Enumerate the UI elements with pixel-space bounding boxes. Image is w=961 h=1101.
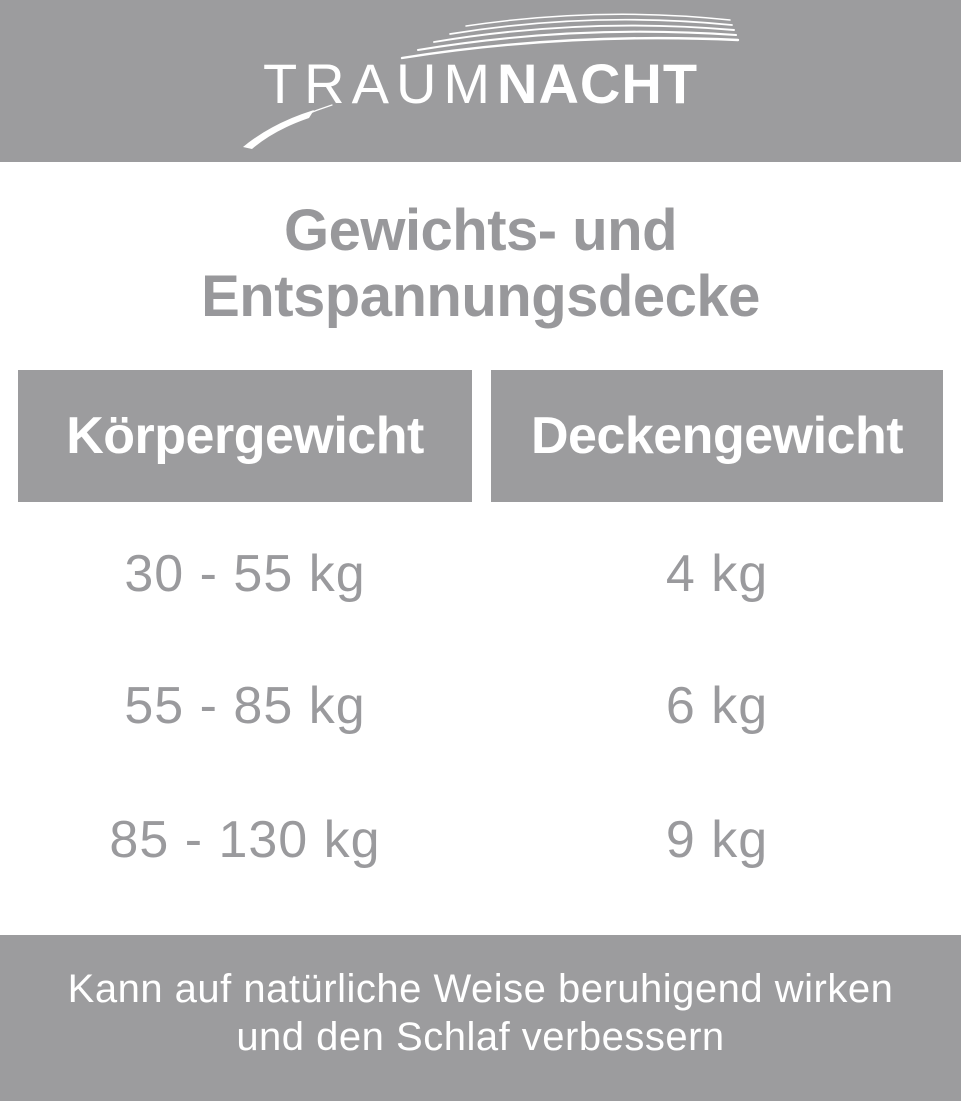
claim-line2: und den Schlaf verbessern xyxy=(236,1015,725,1059)
brand-logo: TRAUMNACHT xyxy=(0,56,961,112)
claim-line1: Kann auf natürliche Weise beruhigend wir… xyxy=(67,967,894,1011)
table-row: 30 - 55 kg 4 kg xyxy=(0,532,961,616)
blanket-weight-value: 6 kg xyxy=(665,677,769,735)
page-title: Gewichts- und Entspannungsdecke xyxy=(0,198,961,330)
brand-name-light: TRAUM xyxy=(262,52,498,115)
column-header-label: Deckengewicht xyxy=(530,407,904,465)
blanket-weight-value: 9 kg xyxy=(665,811,769,869)
claim-banner: Kann auf natürliche Weise beruhigend wir… xyxy=(0,935,961,1101)
table-row: 55 - 85 kg 6 kg xyxy=(0,664,961,748)
brand-banner: TRAUMNACHT xyxy=(0,0,961,162)
column-header-koerpergewicht: Körpergewicht xyxy=(18,370,472,502)
column-header-deckengewicht: Deckengewicht xyxy=(491,370,943,502)
page-title-line1: Gewichts- und xyxy=(283,198,678,263)
body-weight-value: 30 - 55 kg xyxy=(124,545,366,603)
body-weight-value: 55 - 85 kg xyxy=(124,677,366,735)
table-row: 85 - 130 kg 9 kg xyxy=(0,798,961,882)
logo-swoosh-arcs-icon xyxy=(243,13,740,149)
page-title-line2: Entspannungsdecke xyxy=(201,264,760,329)
column-header-label: Körpergewicht xyxy=(66,407,424,465)
brand-name-bold: NACHT xyxy=(497,52,699,115)
blanket-weight-value: 4 kg xyxy=(665,545,769,603)
body-weight-value: 85 - 130 kg xyxy=(109,811,381,869)
